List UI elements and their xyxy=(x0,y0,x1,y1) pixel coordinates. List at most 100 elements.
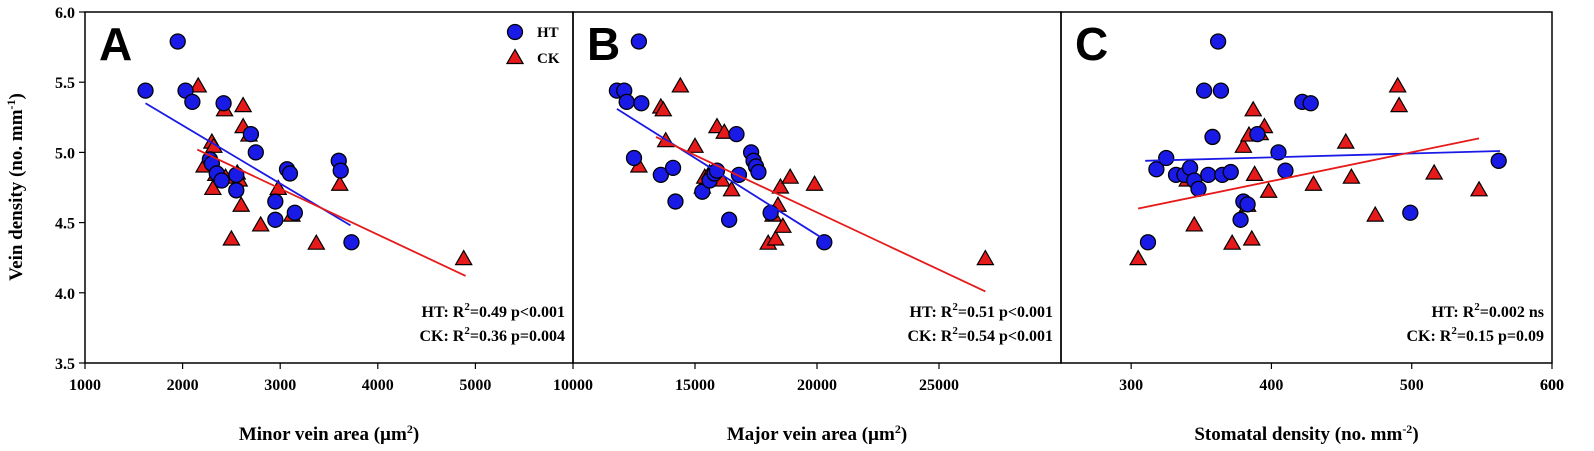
ht-point xyxy=(1158,149,1175,167)
ht-point xyxy=(286,204,303,221)
x-tick-label: 3000 xyxy=(264,377,296,394)
legend-ck-marker xyxy=(505,48,525,65)
ht-point xyxy=(267,211,284,228)
stat-annotation-ht: HT: R2=0.002 ns xyxy=(1431,301,1544,321)
ck-point xyxy=(766,229,785,246)
legend-label: CK xyxy=(537,51,560,67)
ht-point xyxy=(184,93,201,111)
ht-point xyxy=(137,82,154,99)
x-axis-title: Stomatal density (no. mm-2) xyxy=(1194,422,1418,445)
ck-point xyxy=(454,249,473,266)
x-tick-label: 1000 xyxy=(69,377,101,394)
ht-point xyxy=(721,211,738,228)
ck-point xyxy=(771,177,790,194)
ht-point xyxy=(664,159,682,176)
ck-fit-line xyxy=(1137,137,1480,210)
x-tick-label: 500 xyxy=(1400,377,1424,394)
x-tick-label: 5000 xyxy=(459,377,491,394)
ck-point xyxy=(1185,215,1204,232)
ck-point xyxy=(1469,180,1489,197)
panel-a: 1000 2000 3000 4000 5000 3.5 4.0 4.5 5.0 5.5 6.0 Mi… xyxy=(55,5,574,445)
ht-point xyxy=(332,162,349,179)
ht-point xyxy=(1232,211,1249,228)
ck-point xyxy=(1242,229,1261,246)
ck-point xyxy=(1366,205,1385,222)
ht-point xyxy=(281,165,299,182)
y-tick-label: 4.0 xyxy=(55,286,75,303)
data-layer xyxy=(608,33,995,293)
ck-fit-line xyxy=(196,148,467,277)
ht-fit-line xyxy=(1145,150,1501,162)
ht-point xyxy=(816,234,833,251)
x-tick-label: 300 xyxy=(1119,377,1143,394)
y-tick-label: 5.0 xyxy=(55,145,75,162)
stat-annotation-ck: CK: R2=0.15 p=0.09 xyxy=(1406,325,1544,345)
ht-point xyxy=(1195,82,1213,99)
ht-point xyxy=(267,193,284,210)
ck-point xyxy=(1425,163,1444,180)
x-tick-label: 400 xyxy=(1259,377,1283,394)
x-tick-label: 600 xyxy=(1540,377,1564,394)
ck-fit-line xyxy=(655,136,986,293)
ht-point xyxy=(694,183,711,200)
ck-point xyxy=(781,167,800,184)
ht-point xyxy=(667,193,684,210)
ck-point xyxy=(222,229,241,246)
x-tick-label: 4000 xyxy=(362,377,394,394)
stat-annotation-ht: HT: R2=0.51 p<0.001 xyxy=(910,301,1053,321)
ht-point xyxy=(169,33,186,50)
ck-point xyxy=(1389,96,1409,113)
ck-point xyxy=(1342,167,1361,184)
ht-point xyxy=(242,125,260,143)
ck-point xyxy=(251,215,270,232)
ht-point xyxy=(215,95,232,112)
ht-point xyxy=(1490,152,1507,169)
stat-annotation-ck: CK: R2=0.54 p<0.001 xyxy=(907,325,1053,345)
ck-point xyxy=(1388,76,1407,93)
ck-point xyxy=(1223,233,1242,250)
ck-point xyxy=(722,180,741,197)
ck-point xyxy=(976,249,995,266)
data-layer xyxy=(1129,33,1507,266)
y-tick-label: 5.5 xyxy=(55,75,75,92)
ht-point xyxy=(1302,95,1319,112)
y-tick-label: 4.5 xyxy=(55,216,75,233)
panel-letter: B xyxy=(587,18,620,70)
ht-point xyxy=(1222,163,1239,181)
ck-point xyxy=(189,76,208,93)
ht-point xyxy=(247,144,264,161)
panel-letter: A xyxy=(99,18,132,70)
ck-point xyxy=(1259,182,1278,198)
ck-point xyxy=(671,76,690,93)
ht-point xyxy=(1212,82,1230,99)
ht-point xyxy=(618,93,635,111)
ht-point xyxy=(1200,166,1217,184)
x-tick-label: 15000 xyxy=(675,377,715,394)
ck-point xyxy=(1234,137,1253,153)
ht-point xyxy=(750,163,767,181)
ck-point xyxy=(654,100,673,117)
ht-point xyxy=(1239,196,1256,213)
data-layer xyxy=(137,33,473,277)
ht-point xyxy=(1402,204,1419,221)
ck-point xyxy=(1244,100,1263,117)
stat-annotation-ck: CK: R2=0.36 p=0.004 xyxy=(419,325,565,345)
ck-point xyxy=(307,233,326,250)
ck-point xyxy=(330,174,349,191)
legend-ht-marker xyxy=(506,23,524,41)
ht-fit-line xyxy=(616,108,825,241)
ck-point xyxy=(773,217,792,233)
ht-point xyxy=(1148,161,1165,178)
ck-point xyxy=(203,179,222,196)
ht-point xyxy=(228,182,245,199)
y-tick-label: 6.0 xyxy=(55,5,75,22)
ht-point xyxy=(625,149,643,167)
x-tick-label: 10000 xyxy=(553,377,593,394)
ht-point xyxy=(1139,234,1157,251)
ht-point xyxy=(633,95,650,112)
x-tick-label: 2000 xyxy=(167,377,199,394)
y-axis-label: Vein density (no. mm-1) xyxy=(4,93,27,281)
stat-annotation-ht: HT: R2=0.49 p<0.001 xyxy=(422,301,565,321)
ht-point xyxy=(630,33,648,50)
